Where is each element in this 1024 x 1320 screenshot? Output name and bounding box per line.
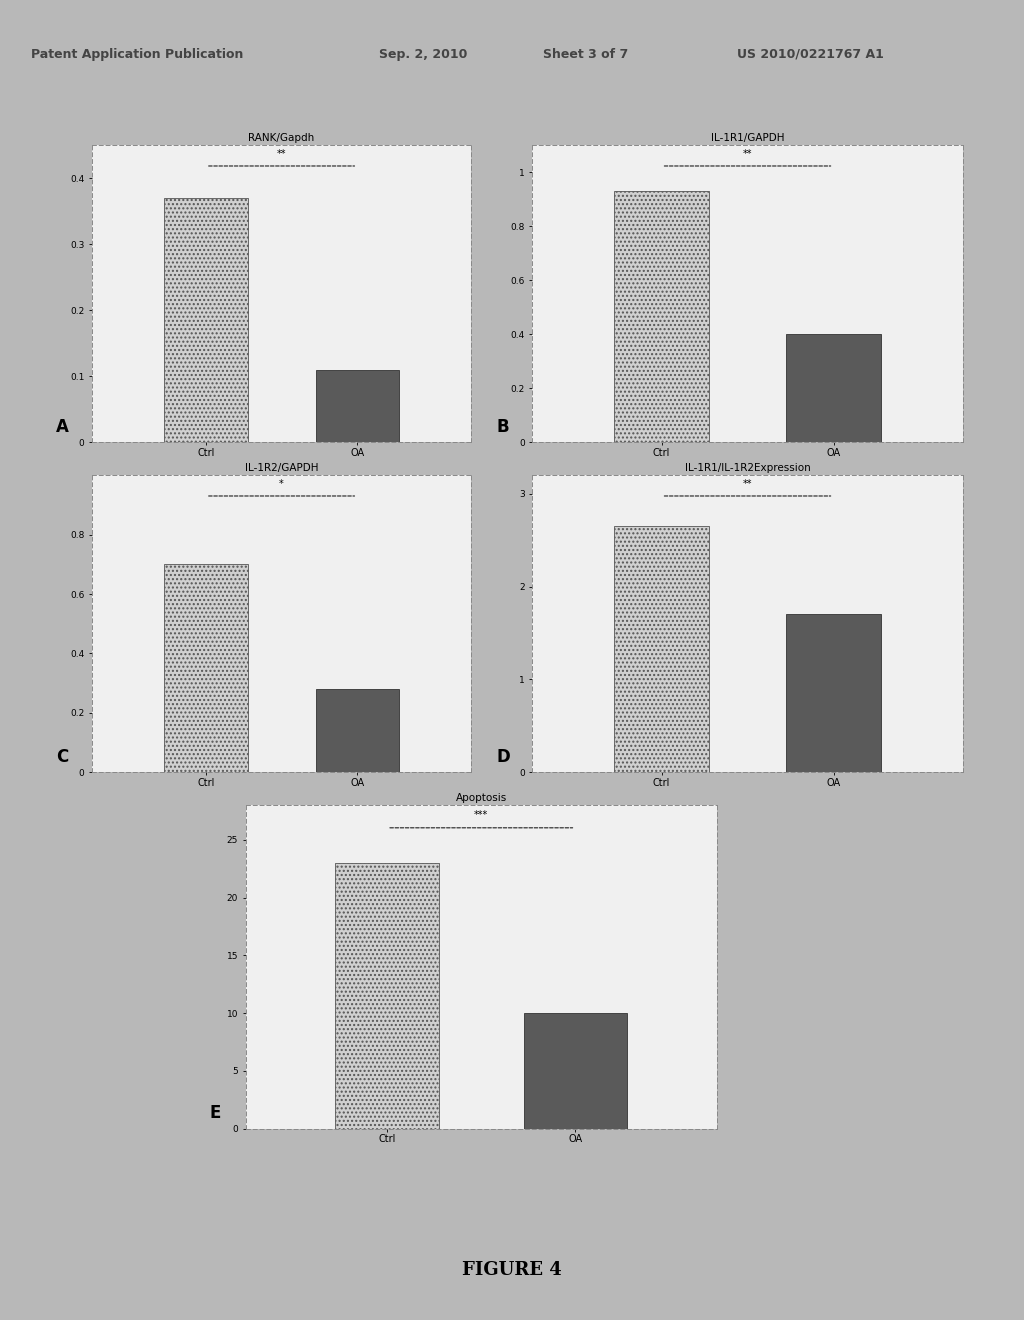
Title: RANK/Gapdh: RANK/Gapdh <box>249 133 314 143</box>
Bar <box>315 370 399 442</box>
Bar <box>786 614 881 772</box>
Text: E: E <box>210 1104 221 1122</box>
Title: IL-1R2/GAPDH: IL-1R2/GAPDH <box>245 463 318 473</box>
Text: Sheet 3 of 7: Sheet 3 of 7 <box>543 48 628 61</box>
Bar <box>164 565 248 772</box>
Text: C: C <box>56 747 69 766</box>
Bar <box>335 863 439 1129</box>
Text: A: A <box>56 417 70 436</box>
Title: Apoptosis: Apoptosis <box>456 793 507 803</box>
Bar <box>614 527 709 772</box>
Bar <box>164 198 248 442</box>
Text: B: B <box>497 417 509 436</box>
Text: FIGURE 4: FIGURE 4 <box>462 1261 562 1279</box>
Text: Sep. 2, 2010: Sep. 2, 2010 <box>379 48 467 61</box>
Text: **: ** <box>276 149 287 158</box>
Title: IL-1R1/GAPDH: IL-1R1/GAPDH <box>711 133 784 143</box>
Text: Patent Application Publication: Patent Application Publication <box>31 48 243 61</box>
Bar <box>315 689 399 772</box>
Text: ***: *** <box>474 809 488 820</box>
Bar <box>523 1014 628 1129</box>
Text: **: ** <box>742 479 753 488</box>
Text: D: D <box>497 747 510 766</box>
Text: **: ** <box>742 149 753 158</box>
Bar <box>786 334 881 442</box>
Bar <box>614 191 709 442</box>
Text: *: * <box>280 479 284 488</box>
Title: IL-1R1/IL-1R2Expression: IL-1R1/IL-1R2Expression <box>685 463 810 473</box>
Text: US 2010/0221767 A1: US 2010/0221767 A1 <box>737 48 884 61</box>
